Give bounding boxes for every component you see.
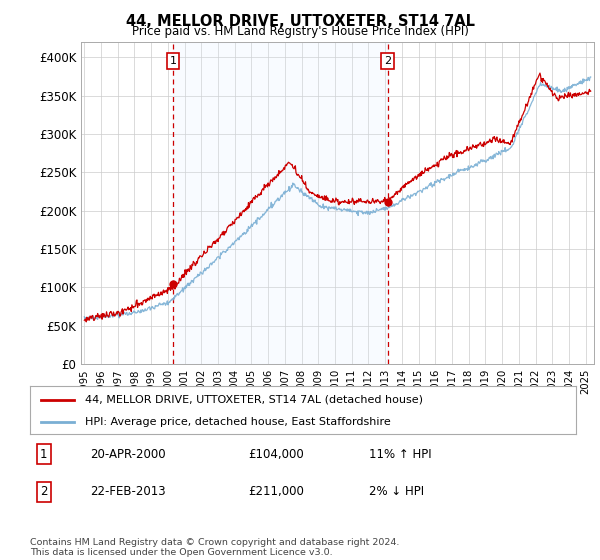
Text: 2: 2 [40, 486, 47, 498]
Text: 2: 2 [384, 56, 391, 66]
Text: 1: 1 [169, 56, 176, 66]
Text: £211,000: £211,000 [248, 486, 304, 498]
Text: 11% ↑ HPI: 11% ↑ HPI [368, 447, 431, 461]
Text: Contains HM Land Registry data © Crown copyright and database right 2024.
This d: Contains HM Land Registry data © Crown c… [30, 538, 400, 557]
Bar [173, 42, 388, 364]
Text: 44, MELLOR DRIVE, UTTOXETER, ST14 7AL (detached house): 44, MELLOR DRIVE, UTTOXETER, ST14 7AL (d… [85, 395, 422, 405]
Text: 22-FEB-2013: 22-FEB-2013 [90, 486, 166, 498]
Text: 44, MELLOR DRIVE, UTTOXETER, ST14 7AL: 44, MELLOR DRIVE, UTTOXETER, ST14 7AL [125, 14, 475, 29]
Text: 20-APR-2000: 20-APR-2000 [90, 447, 166, 461]
Text: HPI: Average price, detached house, East Staffordshire: HPI: Average price, detached house, East… [85, 417, 391, 427]
Text: 1: 1 [40, 447, 47, 461]
Text: £104,000: £104,000 [248, 447, 304, 461]
Text: 2% ↓ HPI: 2% ↓ HPI [368, 486, 424, 498]
Text: Price paid vs. HM Land Registry's House Price Index (HPI): Price paid vs. HM Land Registry's House … [131, 25, 469, 38]
